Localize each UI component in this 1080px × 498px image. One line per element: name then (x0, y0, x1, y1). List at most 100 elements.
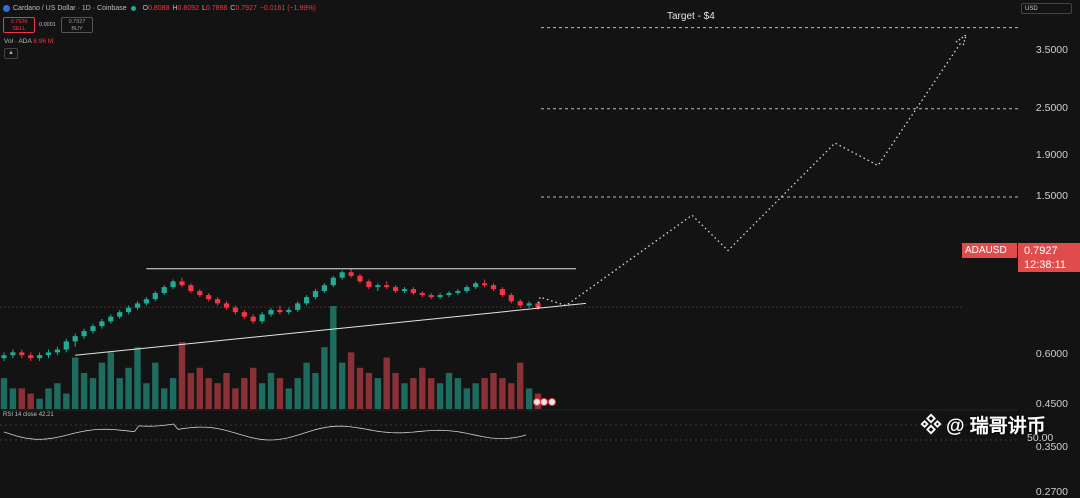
candle-body (268, 309, 274, 315)
price-axis-tick: 2.5000 (1035, 101, 1068, 114)
candle-body (232, 307, 238, 313)
candle-body (161, 287, 167, 294)
volume-bar (143, 383, 150, 409)
volume-bar (356, 367, 364, 409)
ohlc-value: 0.7898 (205, 4, 228, 12)
volume-bar (18, 388, 25, 409)
event-marker (540, 398, 548, 406)
candle-body (295, 303, 301, 310)
candle-body (19, 352, 25, 356)
candle-body (37, 355, 43, 359)
volume-legend: Vol · ADA 8.96 M (4, 38, 53, 45)
volume-bar (445, 372, 453, 409)
candle-body (259, 314, 265, 322)
candle-body (339, 272, 345, 278)
candle-body (393, 287, 399, 292)
price-axis-tick: 1.5000 (1035, 189, 1068, 202)
chart-header: Cardano / US Dollar · 1D · Coinbase O0.8… (0, 0, 319, 16)
candle-body (490, 285, 497, 290)
volume-bar (54, 383, 61, 409)
projection-path (537, 40, 963, 308)
volume-bar (196, 367, 203, 409)
volume-bar (116, 378, 123, 409)
volume-bar (374, 378, 381, 409)
candle-body (464, 287, 470, 292)
candle-body (277, 309, 283, 313)
candle-body (446, 293, 452, 296)
ohlc-key: O (142, 4, 149, 12)
ohlc-value: 0.8092 (177, 4, 199, 12)
candle-body (401, 289, 408, 292)
rsi-legend: RSI 14 close 42.21 (3, 412, 54, 418)
candle-body (366, 281, 372, 288)
sell-label: SELL (12, 26, 26, 32)
binance-logo-icon (920, 413, 942, 435)
volume-bar (481, 378, 488, 409)
volume-bar (330, 306, 337, 409)
buy-button[interactable]: 0.7927 BUY (61, 17, 93, 33)
ohlc-readout: O0.8088 H0.8092 L0.7898 C0.7927 −0.0161 (−1.… (143, 5, 319, 12)
volume-bar (232, 388, 239, 409)
ohlc-key: C (230, 4, 236, 12)
ohlc-key: L (201, 4, 206, 12)
candle-body (312, 291, 319, 298)
symbol-title[interactable]: Cardano / US Dollar · 1D · Coinbase (13, 4, 127, 12)
volume-bar (36, 398, 43, 409)
volume-bar (63, 393, 70, 409)
rsi-axis-tick: 50.00 (1027, 432, 1054, 444)
event-marker (533, 398, 541, 406)
volume-bar (410, 378, 417, 409)
volume-bar (472, 383, 479, 409)
volume-bar (436, 383, 444, 409)
volume-bar (267, 372, 275, 409)
last-price-badge: 0.7927 12:38:11 (1018, 243, 1080, 272)
sell-button[interactable]: 0.7926 SELL (3, 17, 35, 33)
price-axis-tick: 0.2700 (1035, 486, 1068, 498)
volume-bar (525, 388, 533, 409)
candle-body (81, 331, 87, 337)
currency-select[interactable]: USD (1021, 3, 1072, 14)
target-label: Target - $4 (667, 11, 715, 22)
candle-body (330, 277, 336, 286)
candle-body (108, 316, 114, 322)
projection-arrowhead (955, 33, 968, 47)
candle-body (170, 281, 176, 288)
volume-bar (107, 352, 114, 409)
volume-bar (98, 362, 106, 409)
volume-bar (499, 378, 506, 409)
candle-body (526, 303, 532, 306)
volume-bar (303, 362, 310, 409)
candle-body (134, 303, 141, 308)
buy-label: BUY (71, 26, 83, 32)
volume-bar (392, 372, 399, 409)
volume-bar (9, 388, 17, 409)
cardano-logo-icon (3, 4, 10, 12)
collapse-chevron-up-icon[interactable]: ▲ (4, 48, 18, 59)
candle-body (375, 285, 381, 288)
watermark: @ 瑞哥讲币 (920, 409, 1046, 439)
candle-body (241, 312, 247, 317)
candle-body (117, 312, 123, 317)
ohlc-value: −0.0161 (−1.99%) (259, 4, 316, 12)
candle-body (126, 307, 132, 313)
candle-body (10, 352, 16, 356)
volume-bar (258, 383, 266, 409)
volume-bar (72, 357, 79, 409)
volume-bar (45, 388, 52, 409)
volume-bar (294, 378, 301, 409)
volume-bar (428, 378, 435, 409)
buy-price: 0.7927 (68, 19, 86, 25)
spread-value: 0.0001 (39, 22, 56, 28)
currency-label: USD (1025, 6, 1038, 12)
volume-bar (178, 342, 186, 409)
price-axis-tick: 1.9000 (1035, 149, 1068, 162)
price-chart[interactable] (0, 0, 1080, 450)
candle-body (517, 301, 523, 306)
candle-body (384, 285, 390, 288)
rsi-name: RSI 14 close (3, 412, 38, 418)
volume-bar (383, 357, 390, 409)
candle-body (321, 285, 327, 292)
rsi-value: 42.21 (38, 412, 54, 418)
volume-bar (187, 372, 195, 409)
support-line (75, 302, 587, 356)
